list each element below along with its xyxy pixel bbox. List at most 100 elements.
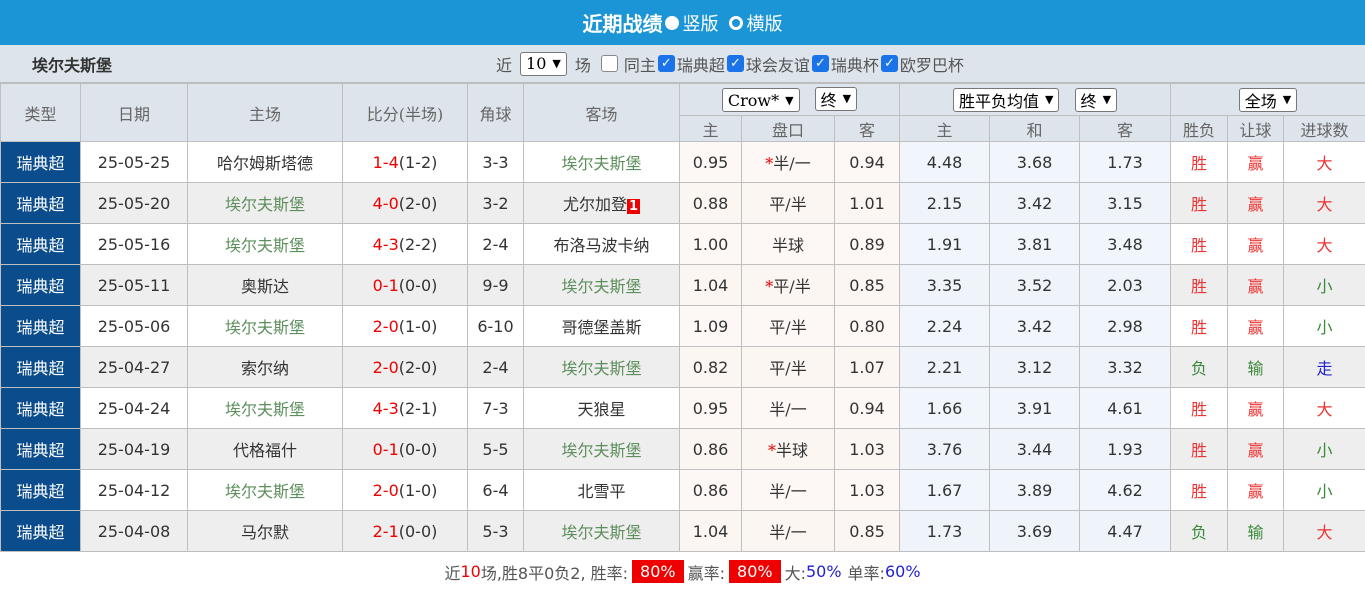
team-name[interactable]: 布洛马波卡纳 — [553, 236, 649, 255]
table-row: 瑞典超 25-04-27 索尔纳 2-0(2-0) 2-4 埃尔夫斯堡 0.82… — [1, 347, 1365, 388]
match-date: 25-04-27 — [81, 347, 188, 388]
league-label: 球会友谊 — [746, 52, 810, 76]
match-date: 25-05-25 — [81, 142, 188, 183]
match-date: 25-05-16 — [81, 224, 188, 265]
count-select[interactable]: 10▼ — [520, 52, 567, 76]
win-rate-badge: 80% — [632, 560, 684, 583]
league-type[interactable]: 瑞典超 — [1, 347, 81, 388]
table-row: 瑞典超 25-04-24 埃尔夫斯堡 4-3(2-1) 7-3 天狼星 0.95… — [1, 388, 1365, 429]
team-name[interactable]: 天狼星 — [577, 400, 625, 419]
score[interactable]: 4-3(2-2) — [343, 224, 468, 265]
corners: 5-3 — [468, 511, 524, 552]
team-name[interactable]: 埃尔夫斯堡 — [225, 482, 305, 501]
result-ah: 赢 — [1228, 142, 1284, 183]
avg-state-select[interactable]: 终▼ — [1075, 88, 1117, 112]
home-team: 埃尔夫斯堡 — [188, 306, 343, 347]
home-team: 埃尔夫斯堡 — [188, 388, 343, 429]
team-name[interactable]: 马尔默 — [241, 523, 289, 542]
league-checkbox-3[interactable]: ✓ — [881, 55, 898, 72]
ah-away-odds: 0.94 — [835, 142, 900, 183]
half-score: (1-0) — [399, 481, 438, 500]
score[interactable]: 2-0(1-0) — [343, 306, 468, 347]
summary-text: 赢率: — [688, 560, 725, 584]
corners: 6-10 — [468, 306, 524, 347]
half-score: (2-0) — [399, 194, 438, 213]
score[interactable]: 2-1(0-0) — [343, 511, 468, 552]
team-name[interactable]: 哈尔姆斯塔德 — [217, 154, 313, 173]
team-name[interactable]: 埃尔夫斯堡 — [561, 441, 641, 460]
period-select[interactable]: 全场▼ — [1239, 88, 1297, 112]
avg-value: 胜平负均值 — [959, 88, 1039, 112]
result-ou: 大 — [1284, 224, 1365, 265]
summary-count: 10 — [460, 562, 480, 581]
ah-away-odds: 0.80 — [835, 306, 900, 347]
team-name[interactable]: 索尔纳 — [241, 359, 289, 378]
vertical-label[interactable]: 竖版 — [683, 10, 719, 36]
avg-home: 1.73 — [900, 511, 990, 552]
team-name[interactable]: 北雪平 — [577, 482, 625, 501]
result-ah: 输 — [1228, 511, 1284, 552]
ah-line: 平/半 — [742, 306, 835, 347]
team-name[interactable]: 奥斯达 — [241, 277, 289, 296]
result-ou: 大 — [1284, 511, 1365, 552]
half-score: (2-0) — [399, 358, 438, 377]
avg-select[interactable]: 胜平负均值▼ — [953, 88, 1059, 112]
result-ah: 输 — [1228, 347, 1284, 388]
horizontal-label[interactable]: 横版 — [747, 10, 783, 36]
league-type[interactable]: 瑞典超 — [1, 265, 81, 306]
team-name[interactable]: 埃尔夫斯堡 — [225, 318, 305, 337]
team-name[interactable]: 代格福什 — [233, 441, 297, 460]
team-name[interactable]: 埃尔夫斯堡 — [561, 523, 641, 542]
table-row: 瑞典超 25-05-06 埃尔夫斯堡 2-0(1-0) 6-10 哥德堡盖斯 1… — [1, 306, 1365, 347]
same-home-checkbox[interactable] — [601, 55, 618, 72]
score[interactable]: 2-0(2-0) — [343, 347, 468, 388]
league-type[interactable]: 瑞典超 — [1, 306, 81, 347]
radio-vertical[interactable] — [665, 16, 679, 30]
team-name[interactable]: 哥德堡盖斯 — [561, 318, 641, 337]
col-a2: 客 — [1080, 116, 1171, 142]
home-team: 代格福什 — [188, 429, 343, 470]
score[interactable]: 4-0(2-0) — [343, 183, 468, 224]
company-select[interactable]: Crow*▼ — [722, 88, 800, 112]
match-date: 25-05-06 — [81, 306, 188, 347]
company-state-select[interactable]: 终▼ — [815, 87, 857, 111]
team-name[interactable]: 埃尔夫斯堡 — [225, 400, 305, 419]
league-type[interactable]: 瑞典超 — [1, 142, 81, 183]
summary-text: 单率: — [848, 560, 885, 584]
league-checkbox-1[interactable]: ✓ — [727, 55, 744, 72]
team-name[interactable]: 尤尔加登 — [563, 195, 627, 214]
league-label: 欧罗巴杯 — [900, 52, 964, 76]
league-type[interactable]: 瑞典超 — [1, 429, 81, 470]
result-wl: 胜 — [1171, 306, 1228, 347]
home-team: 埃尔夫斯堡 — [188, 224, 343, 265]
league-type[interactable]: 瑞典超 — [1, 388, 81, 429]
col-home: 主场 — [188, 84, 343, 142]
result-ou: 大 — [1284, 388, 1365, 429]
ah-home-odds: 0.86 — [680, 429, 742, 470]
score[interactable]: 2-0(1-0) — [343, 470, 468, 511]
league-checkbox-0[interactable]: ✓ — [658, 55, 675, 72]
result-wl: 负 — [1171, 347, 1228, 388]
league-checkbox-2[interactable]: ✓ — [812, 55, 829, 72]
team-name[interactable]: 埃尔夫斯堡 — [225, 236, 305, 255]
avg-away: 1.73 — [1080, 142, 1171, 183]
league-type[interactable]: 瑞典超 — [1, 470, 81, 511]
team-name[interactable]: 埃尔夫斯堡 — [561, 359, 641, 378]
team-name[interactable]: 埃尔夫斯堡 — [225, 195, 305, 214]
league-type[interactable]: 瑞典超 — [1, 183, 81, 224]
score[interactable]: 4-3(2-1) — [343, 388, 468, 429]
score[interactable]: 1-4(1-2) — [343, 142, 468, 183]
count-value: 10 — [526, 54, 546, 73]
radio-horizontal[interactable] — [729, 16, 743, 30]
col-corner: 角球 — [468, 84, 524, 142]
avg-draw: 3.52 — [990, 265, 1080, 306]
league-type[interactable]: 瑞典超 — [1, 511, 81, 552]
league-type[interactable]: 瑞典超 — [1, 224, 81, 265]
team-name[interactable]: 埃尔夫斯堡 — [561, 277, 641, 296]
team-name[interactable]: 埃尔夫斯堡 — [561, 154, 641, 173]
avg-away: 2.03 — [1080, 265, 1171, 306]
chevron-down-icon: ▼ — [843, 92, 851, 105]
score[interactable]: 0-1(0-0) — [343, 265, 468, 306]
score[interactable]: 0-1(0-0) — [343, 429, 468, 470]
ah-line: 平/半 — [742, 347, 835, 388]
